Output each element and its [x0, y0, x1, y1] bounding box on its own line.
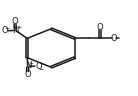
- Text: O: O: [2, 26, 8, 35]
- Text: O: O: [111, 34, 117, 43]
- Text: −: −: [38, 66, 44, 71]
- Text: N: N: [12, 26, 19, 35]
- Text: O: O: [24, 70, 31, 79]
- Text: +: +: [28, 61, 34, 66]
- Text: O: O: [96, 23, 103, 32]
- Text: O: O: [12, 17, 18, 26]
- Text: +: +: [16, 25, 21, 30]
- Text: N: N: [25, 61, 31, 70]
- Text: −: −: [5, 26, 10, 31]
- Text: O: O: [35, 62, 42, 71]
